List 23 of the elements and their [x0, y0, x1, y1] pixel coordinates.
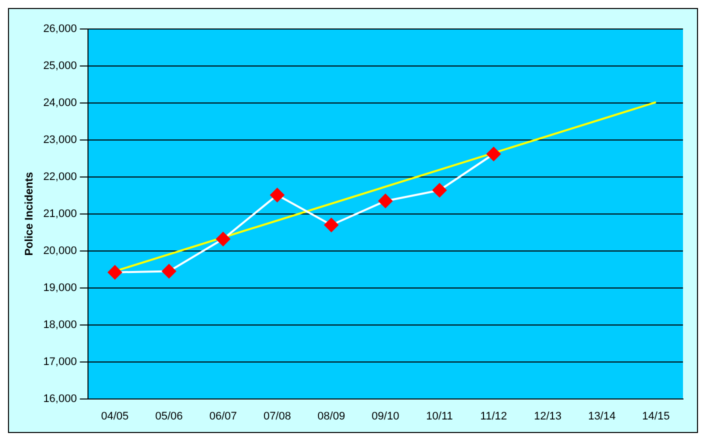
- y-axis-title: Police Incidents: [24, 172, 36, 256]
- y-tick-label: 18,000: [43, 318, 77, 331]
- y-tick-label: 26,000: [43, 23, 77, 36]
- y-tick-label: 23,000: [43, 134, 77, 146]
- x-tick-label: 04/05: [101, 410, 129, 422]
- y-tick-label: 25,000: [43, 60, 77, 72]
- y-tick-label: 21,000: [43, 208, 77, 220]
- x-tick-label: 10/11: [426, 410, 453, 422]
- x-tick-label: 13/14: [588, 410, 616, 422]
- x-tick-label: 12/13: [534, 410, 562, 422]
- x-tick-label: 09/10: [372, 410, 400, 422]
- y-tick-label: 17,000: [43, 356, 77, 368]
- y-tick-label: 19,000: [43, 282, 77, 294]
- x-tick-label: 11/12: [480, 410, 507, 422]
- x-tick-label: 07/08: [263, 410, 291, 422]
- x-tick-label: 06/07: [209, 410, 237, 422]
- y-tick-label: 24,000: [43, 96, 77, 109]
- x-tick-label: 08/09: [318, 410, 346, 422]
- y-tick-label: 22,000: [43, 170, 77, 183]
- x-tick-label: 05/06: [155, 410, 183, 422]
- y-tick-label: 20,000: [43, 244, 77, 257]
- y-tick-label: 16,000: [43, 392, 77, 405]
- x-tick-label: 14/15: [642, 410, 670, 422]
